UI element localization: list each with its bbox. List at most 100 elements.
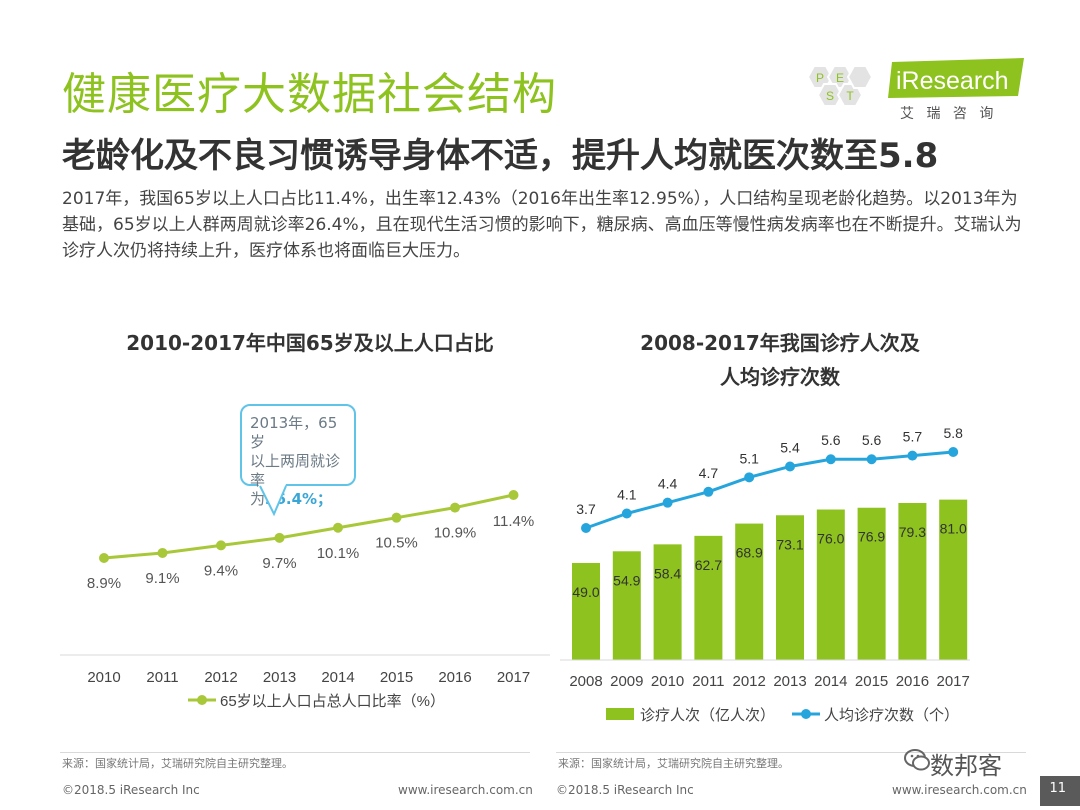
chart2-x-tick: 2014 xyxy=(814,673,847,690)
callout-tail xyxy=(258,484,287,517)
page-number-bg xyxy=(1040,776,1080,806)
chart2-point xyxy=(744,472,755,483)
chart2-bar xyxy=(898,502,927,660)
chart1-x-tick: 2011 xyxy=(146,669,178,686)
chart2-x-tick: 2015 xyxy=(855,673,888,690)
logo-brand-cn: 艾 瑞 咨 询 xyxy=(900,106,997,122)
chart2-point xyxy=(703,486,714,497)
logo-letter-p: P xyxy=(816,71,824,85)
chart2-point xyxy=(581,523,591,533)
chart1-point xyxy=(99,553,109,563)
chart2-title-line2: 人均诊疗次数 xyxy=(720,365,840,389)
callout-line1: 2013年，65岁 xyxy=(250,414,338,451)
chart2-bar xyxy=(612,551,641,660)
chart2-point xyxy=(948,447,959,457)
summary-paragraph: 2017年，我国65岁以上人口占比11.4%，出生率12.43%（2016年出生… xyxy=(62,189,1022,261)
chart1-data-label: 10.5% xyxy=(375,535,418,552)
chart2-bar xyxy=(572,562,600,660)
chart1-point xyxy=(391,512,402,523)
chart1-x-tick: 2010 xyxy=(87,669,120,686)
chart2-bar xyxy=(939,499,968,660)
chart2-bar-label: 81.0 xyxy=(940,521,967,537)
chart2-x-tick: 2010 xyxy=(651,673,684,690)
chart1-point xyxy=(157,547,168,558)
chart2-bar-label: 62.7 xyxy=(695,557,722,573)
chart2-bar-label: 54.9 xyxy=(613,572,640,588)
chart2-line-label: 5.7 xyxy=(903,429,923,445)
chart1-point xyxy=(508,490,519,500)
footer-copyright-right: ©2018.5 iResearch Inc xyxy=(556,783,694,797)
chart2-x-tick: 2011 xyxy=(692,673,724,690)
chart2-legend-line-marker xyxy=(801,709,811,719)
chart1-point xyxy=(274,532,285,543)
chart2-series-line xyxy=(585,450,954,530)
chart2-point xyxy=(785,461,795,472)
page-subtitle: 老龄化及不良习惯诱导身体不适，提升人均就医次数至5.8 xyxy=(62,136,939,176)
chart1-line-chart: 8.9% 9.1% 9.4% 9.7% 10.1% 10.5% 10.9% 11.4% 2010… xyxy=(60,490,550,710)
chart1-data-label: 10.1% xyxy=(317,545,360,562)
chart1-x-tick: 2014 xyxy=(321,669,354,686)
chart1-x-tick: 2015 xyxy=(380,669,413,686)
iresearch-logo: P E S T iResearch 艾 瑞 咨 询 xyxy=(806,58,1024,122)
chart1-source: 来源：国家统计局，艾瑞研究院自主研究整理。 xyxy=(62,757,293,770)
chart2-line-label: 3.7 xyxy=(576,501,596,517)
chart2-legend-line-label: 人均诊疗次数（个） xyxy=(824,707,959,724)
chart2-bar-label: 73.1 xyxy=(776,536,803,552)
footer-url-left: www.iresearch.com.cn xyxy=(398,783,533,797)
page-number: 11 xyxy=(1049,781,1066,796)
chart2-title: 2008-2017年我国诊疗人次及 人均诊疗次数 xyxy=(540,326,1020,394)
chart2-source: 来源：国家统计局，艾瑞研究院自主研究整理。 xyxy=(558,757,789,770)
page-title: 健康医疗大数据社会结构 xyxy=(62,69,557,120)
chart2-legend-bar-label: 诊疗人次（亿人次） xyxy=(640,707,775,724)
logo-letter-s: S xyxy=(826,89,834,103)
chart1-x-tick: 2016 xyxy=(438,669,471,686)
chart2-x-tick: 2017 xyxy=(937,673,970,690)
chart2-point xyxy=(866,454,877,465)
chart2-bar xyxy=(694,535,723,660)
chart1-data-label: 10.9% xyxy=(434,525,477,542)
chart2-bar xyxy=(816,509,845,660)
chart1-data-label: 11.4% xyxy=(493,513,534,530)
chart2-x-tick: 2016 xyxy=(896,673,929,690)
chart2-legend-bar-marker xyxy=(606,708,634,720)
chart1-legend-marker xyxy=(197,695,207,705)
chart2-bar xyxy=(857,507,886,660)
chart1-title: 2010-2017年中国65岁及以上人口占比 xyxy=(126,331,494,355)
wechat-icon xyxy=(904,749,930,771)
chart1-data-label: 8.9% xyxy=(87,575,121,592)
chart2-point xyxy=(662,497,673,508)
chart1-x-tick: 2017 xyxy=(497,669,530,686)
chart2-bar xyxy=(735,523,764,660)
chart2-bar-line-chart: 49.0 54.9 58.4 62.7 68.9 73.1 76.0 76.9 79.3 81.0… xyxy=(560,425,970,724)
chart1-legend-label: 65岁以上人口占总人口比率（%） xyxy=(220,693,445,710)
chart2-point xyxy=(621,508,632,519)
chart1-point xyxy=(216,540,226,551)
chart2-x-tick: 2008 xyxy=(569,673,602,690)
chart1-x-tick: 2013 xyxy=(263,669,296,686)
watermark-text: 数邦客 xyxy=(930,752,1002,780)
chart2-line-label: 5.8 xyxy=(943,425,963,441)
chart1-point xyxy=(450,502,460,513)
chart2-line-label: 4.1 xyxy=(617,487,637,503)
chart2-title-line1: 2008-2017年我国诊疗人次及 xyxy=(640,331,920,355)
chart1-point xyxy=(333,522,343,533)
footer-copyright-left: ©2018.5 iResearch Inc xyxy=(62,783,200,797)
chart2-line-label: 5.6 xyxy=(862,432,882,448)
logo-hex-blank xyxy=(846,65,874,89)
chart2-point xyxy=(825,454,836,465)
chart2-bar-label: 76.0 xyxy=(817,531,844,547)
chart2-bar xyxy=(776,515,804,660)
chart2-bar xyxy=(653,544,682,660)
chart2-line-label: 5.6 xyxy=(821,432,841,448)
logo-letter-t: T xyxy=(846,89,854,103)
chart2-line-label: 4.4 xyxy=(658,476,678,492)
logo-banner xyxy=(888,58,1024,98)
callout-prefix: 为 xyxy=(250,490,266,508)
chart1-series-line xyxy=(103,493,514,560)
chart2-bar-label: 68.9 xyxy=(736,545,763,561)
chart2-point xyxy=(907,450,918,461)
chart1-x-tick: 2012 xyxy=(204,669,237,686)
chart2-source-divider xyxy=(556,752,1026,753)
callout-box: 2013年，65岁 以上两周就诊率 为26.4%； xyxy=(240,404,356,508)
chart2-bar-label: 76.9 xyxy=(858,529,885,545)
